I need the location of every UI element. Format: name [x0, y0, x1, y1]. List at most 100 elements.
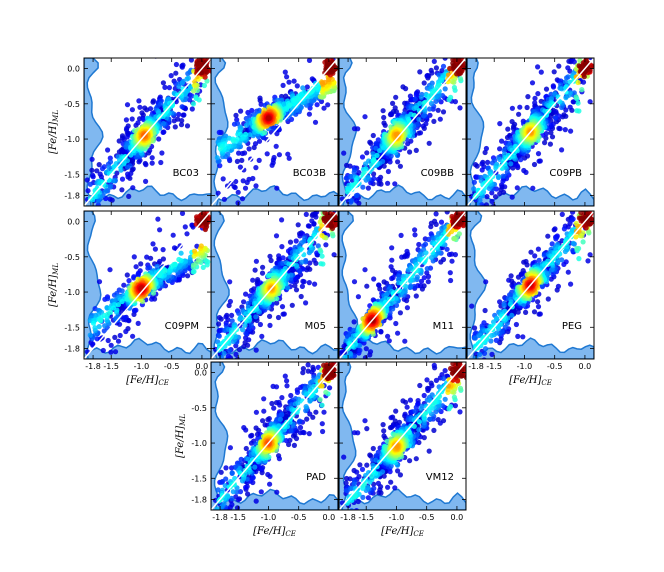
scatter-point: [442, 86, 448, 92]
identity-line: [467, 58, 594, 206]
scatter-point: [493, 186, 500, 192]
scatter-point: [108, 380, 113, 385]
scatter-point: [176, 111, 182, 117]
scatter-point: [216, 321, 222, 327]
scatter-point: [133, 264, 139, 270]
scatter-point: [191, 248, 198, 254]
scatter-point: [166, 96, 172, 103]
scatter-point: [125, 171, 131, 177]
scatter-point: [573, 50, 578, 55]
scatter-point: [166, 85, 172, 91]
scatter-point: [524, 153, 531, 159]
scatter-point: [155, 216, 161, 222]
scatter-point: [429, 84, 435, 90]
scatter-point: [362, 114, 368, 120]
scatter-point: [532, 95, 538, 101]
scatter-point: [285, 45, 290, 50]
scatter-point: [543, 86, 550, 92]
panel-c09bb: C09BB: [338, 57, 467, 207]
scatter-point: [162, 84, 168, 90]
scatter-point: [509, 105, 515, 111]
scatter-point: [587, 29, 592, 34]
scatter-point: [448, 94, 454, 100]
scatter-point: [182, 45, 187, 50]
scatter-point: [240, 178, 246, 184]
scatter-point: [298, 293, 304, 300]
scatter-point: [341, 150, 347, 156]
scatter-point: [477, 197, 483, 203]
scatter-point: [258, 101, 264, 107]
y-tick-label: 0.0: [67, 218, 80, 227]
scatter-point: [375, 176, 381, 182]
scatter-point: [586, 43, 591, 48]
scatter-point: [189, 106, 195, 112]
scatter-point: [497, 121, 503, 127]
scatter-point: [397, 163, 403, 169]
scatter-point: [89, 156, 95, 162]
scatter-point: [325, 62, 331, 68]
scatter-point: [493, 165, 499, 171]
scatter-point: [344, 162, 350, 168]
scatter-point: [189, 45, 194, 50]
scatter-point: [85, 188, 91, 194]
scatter-point: [179, 104, 185, 110]
scatter-point: [521, 167, 527, 174]
scatter-point: [131, 254, 137, 260]
scatter-point: [365, 185, 371, 191]
scatter-point: [226, 143, 232, 149]
scatter-point: [329, 50, 334, 55]
scatter-point: [201, 82, 207, 89]
scatter-point: [115, 302, 121, 308]
scatter-point: [576, 63, 582, 69]
scatter-point: [195, 257, 201, 263]
scatter-point: [524, 104, 530, 111]
y-axis-label: [Fe/H]ML: [48, 263, 60, 307]
scatter-point: [105, 296, 111, 302]
scatter-point: [247, 112, 253, 118]
scatter-point: [392, 181, 398, 187]
scatter-point: [119, 288, 125, 294]
scatter-point: [532, 100, 538, 106]
x-tick-label: -1.0: [134, 362, 150, 371]
scatter-point: [449, 78, 455, 85]
scatter-point: [435, 107, 441, 113]
scatter-point: [535, 91, 541, 97]
scatter-point: [190, 101, 197, 107]
scatter-point: [149, 155, 155, 161]
x-axis-label: [Fe/H]CE: [126, 375, 169, 387]
scatter-point: [171, 262, 177, 268]
scatter-point: [271, 126, 277, 132]
scatter-point: [416, 108, 422, 114]
scatter-point: [497, 146, 503, 152]
scatter-point: [168, 73, 174, 79]
scatter-point: [160, 80, 166, 86]
scatter-point: [181, 112, 187, 118]
scatter-point: [504, 169, 510, 175]
scatter-point: [548, 122, 554, 128]
scatter-point: [579, 49, 584, 54]
scatter-point: [424, 73, 430, 79]
scatter-point: [123, 144, 129, 150]
scatter-point: [332, 49, 337, 54]
scatter-point: [94, 336, 100, 342]
scatter-point: [579, 87, 585, 93]
scatter-point: [186, 97, 193, 103]
scatter-point: [451, 84, 457, 91]
scatter-point: [160, 256, 166, 262]
scatter-point: [216, 129, 222, 135]
scatter-point: [191, 82, 197, 88]
scatter-point: [370, 132, 376, 139]
scatter-point: [233, 178, 239, 185]
x-tick-label: -1.8: [85, 362, 101, 371]
scatter-point: [437, 116, 443, 122]
scatter-point: [199, 52, 204, 57]
scatter-point: [385, 168, 391, 175]
scatter-point: [511, 121, 518, 127]
scatter-point: [516, 111, 522, 117]
scatter-point: [353, 193, 359, 199]
identity-line: [84, 211, 211, 359]
scatter-point: [160, 129, 166, 135]
scatter-point: [90, 341, 96, 347]
scatter-point: [193, 94, 199, 100]
